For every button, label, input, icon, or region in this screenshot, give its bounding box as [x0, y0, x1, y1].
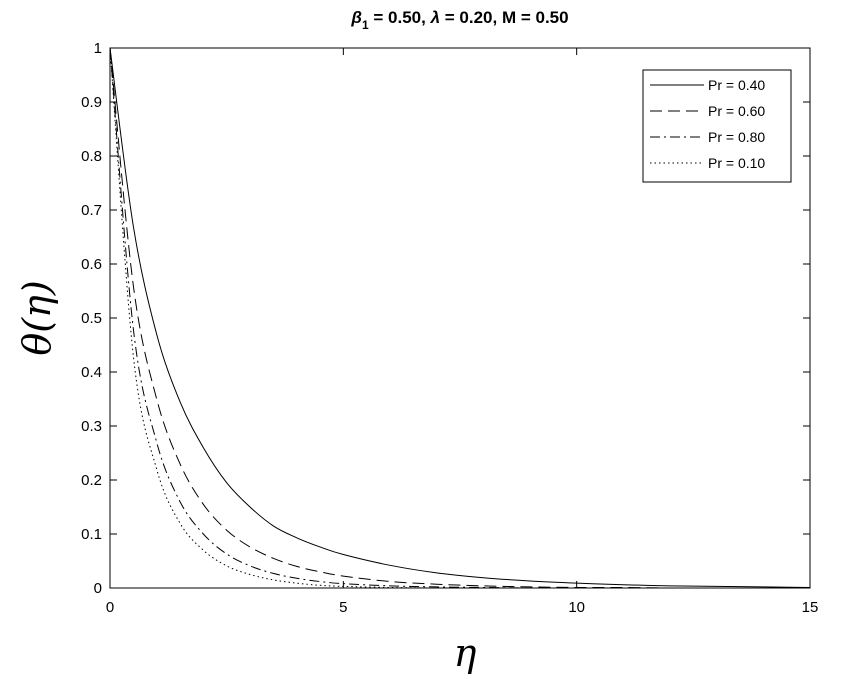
legend-label-3: Pr = 0.80	[708, 129, 765, 145]
y-tick-label: 1	[94, 40, 102, 57]
y-tick-label: 0.5	[81, 310, 102, 327]
series-lines	[109, 47, 811, 589]
legend: Pr = 0.40 Pr = 0.60 Pr = 0.80 Pr = 0.10	[642, 69, 792, 183]
y-tick-label: 0.1	[81, 526, 102, 543]
y-tick-label: 0.4	[81, 364, 102, 381]
x-axis-label: η	[454, 631, 477, 675]
legend-label-2: Pr = 0.60	[708, 103, 765, 119]
title-beta-value: = 0.50,	[369, 8, 431, 27]
title-lambda-symbol: λ	[430, 8, 440, 27]
legend-label-1: Pr = 0.40	[708, 77, 765, 93]
x-tick-label: 5	[339, 599, 347, 616]
title-beta-subscript: 1	[362, 18, 369, 32]
y-axis-label: θ(η)	[15, 280, 59, 355]
legend-box	[642, 69, 792, 183]
y-tick-label: 0	[94, 580, 102, 597]
y-tick-label: 0.6	[81, 256, 102, 273]
title-rest: = 0.20, M = 0.50	[440, 8, 569, 27]
y-tick-label: 0.9	[81, 94, 102, 111]
series-line-3	[109, 47, 810, 589]
series-line-1	[109, 47, 811, 588]
title-beta-symbol: β	[350, 8, 362, 27]
chart-title: β1 = 0.50, λ = 0.20, M = 0.50	[350, 8, 568, 32]
x-tick-label: 15	[802, 599, 819, 616]
x-tick-label: 10	[568, 599, 585, 616]
x-tick-label: 0	[106, 599, 114, 616]
legend-label-4: Pr = 0.10	[708, 155, 765, 171]
y-tick-label: 0.3	[81, 418, 102, 435]
series-line-2	[109, 47, 810, 589]
y-tick-label: 0.7	[81, 202, 102, 219]
y-tick-label: 0.8	[81, 148, 102, 165]
y-tick-label: 0.2	[81, 472, 102, 489]
axis-ticks: 0 5 10 15 0 0.1 0.2 0.3 0.4 0.5 0.6 0.7 0.8 0.9 1	[81, 40, 818, 616]
